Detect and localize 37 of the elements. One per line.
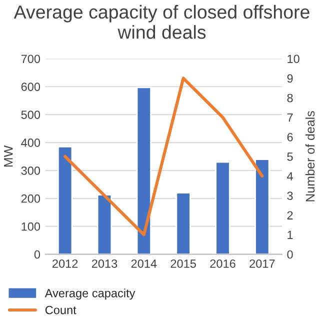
bar bbox=[176, 192, 191, 254]
line-series bbox=[64, 76, 264, 236]
y2-tick-label: 10 bbox=[288, 54, 300, 64]
chart-title: Average capacity of closed offshore wind deals bbox=[14, 4, 310, 39]
x-tick-label: 2012 bbox=[52, 259, 78, 268]
y2-tick-label: 3 bbox=[287, 192, 293, 200]
bar bbox=[254, 158, 270, 254]
y-axis-title: MW bbox=[4, 145, 13, 167]
y2-tick-label: 1 bbox=[288, 230, 293, 239]
y-tick-label: 700 bbox=[21, 54, 40, 64]
y2-tick-label: 5 bbox=[287, 152, 293, 161]
y2-tick-label: 4 bbox=[287, 172, 293, 180]
y-tick-label: 300 bbox=[21, 166, 40, 175]
y2-axis-title: Number of deals bbox=[305, 111, 315, 202]
y2-tick-label: 8 bbox=[287, 94, 293, 102]
y2-tick-label: 6 bbox=[287, 132, 293, 142]
bar bbox=[136, 86, 152, 254]
x-tick-label: 2013 bbox=[92, 259, 118, 268]
legend-label: Count bbox=[45, 306, 76, 314]
y-tick-label: 400 bbox=[21, 138, 40, 147]
x-tick-label: 2017 bbox=[250, 259, 275, 268]
x-tick-label: 2016 bbox=[210, 259, 236, 268]
y-tick-label: 100 bbox=[22, 222, 40, 231]
y-tick-label: 500 bbox=[21, 110, 40, 119]
bar bbox=[57, 146, 73, 254]
y-tick-label: 200 bbox=[21, 194, 40, 203]
x-tick-label: 2015 bbox=[170, 259, 196, 268]
y2-tick-label: 7 bbox=[287, 114, 293, 122]
y2-tick-label: 9 bbox=[287, 74, 293, 83]
y2-tick-label: 2 bbox=[287, 211, 293, 220]
y-tick-label: 0 bbox=[34, 250, 40, 259]
bar bbox=[215, 161, 230, 254]
y2-tick-label: 0 bbox=[287, 250, 293, 259]
legend-label: Average capacity bbox=[44, 288, 136, 300]
bar bbox=[96, 194, 112, 254]
x-tick-label: 2014 bbox=[131, 259, 157, 268]
y-tick-label: 600 bbox=[21, 82, 40, 92]
